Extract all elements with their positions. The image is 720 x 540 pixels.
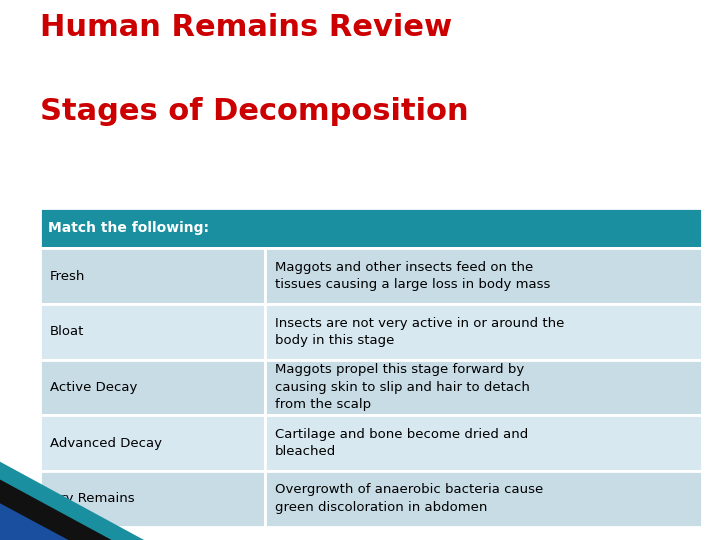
FancyBboxPatch shape xyxy=(40,208,702,248)
Text: Dry Remains: Dry Remains xyxy=(50,492,135,505)
FancyBboxPatch shape xyxy=(265,248,702,304)
Text: Cartilage and bone become dried and
bleached: Cartilage and bone become dried and blea… xyxy=(275,428,528,458)
Text: Bloat: Bloat xyxy=(50,325,84,339)
Polygon shape xyxy=(0,503,68,540)
Text: Fresh: Fresh xyxy=(50,269,85,283)
Text: Human Remains Review: Human Remains Review xyxy=(40,14,451,43)
Text: Insects are not very active in or around the
body in this stage: Insects are not very active in or around… xyxy=(275,316,564,347)
FancyBboxPatch shape xyxy=(265,415,702,471)
Text: Advanced Decay: Advanced Decay xyxy=(50,436,162,450)
FancyBboxPatch shape xyxy=(40,248,265,304)
FancyBboxPatch shape xyxy=(265,471,702,526)
FancyBboxPatch shape xyxy=(265,304,702,360)
Text: Stages of Decomposition: Stages of Decomposition xyxy=(40,97,468,126)
Text: Maggots propel this stage forward by
causing skin to slip and hair to detach
fro: Maggots propel this stage forward by cau… xyxy=(275,363,530,411)
FancyBboxPatch shape xyxy=(40,471,265,526)
Polygon shape xyxy=(0,480,112,540)
Text: Overgrowth of anaerobic bacteria cause
green discoloration in abdomen: Overgrowth of anaerobic bacteria cause g… xyxy=(275,483,543,514)
Text: Active Decay: Active Decay xyxy=(50,381,137,394)
Polygon shape xyxy=(0,462,144,540)
FancyBboxPatch shape xyxy=(40,415,265,471)
Text: Maggots and other insects feed on the
tissues causing a large loss in body mass: Maggots and other insects feed on the ti… xyxy=(275,261,550,292)
FancyBboxPatch shape xyxy=(265,360,702,415)
FancyBboxPatch shape xyxy=(40,360,265,415)
FancyBboxPatch shape xyxy=(40,304,265,360)
Text: Match the following:: Match the following: xyxy=(48,221,210,235)
